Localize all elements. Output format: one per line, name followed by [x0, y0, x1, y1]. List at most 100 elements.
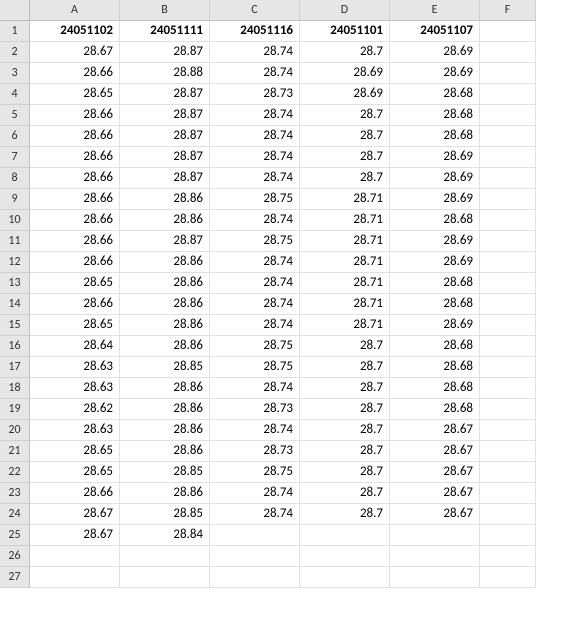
row-header-3[interactable]: 3 [0, 63, 30, 84]
cell-B19[interactable]: 28.86 [120, 399, 210, 420]
cell-D13[interactable]: 28.71 [300, 273, 390, 294]
row-header-6[interactable]: 6 [0, 126, 30, 147]
cell-C11[interactable]: 28.75 [210, 231, 300, 252]
column-header-E[interactable]: E [390, 0, 480, 21]
cell-F12[interactable] [480, 252, 536, 273]
cell-B10[interactable]: 28.86 [120, 210, 210, 231]
spreadsheet-grid[interactable]: ABCDEF1240511022405111124051116240511012… [0, 0, 576, 588]
column-header-C[interactable]: C [210, 0, 300, 21]
cell-E20[interactable]: 28.67 [390, 420, 480, 441]
cell-C21[interactable]: 28.73 [210, 441, 300, 462]
cell-F9[interactable] [480, 189, 536, 210]
cell-C25[interactable] [210, 525, 300, 546]
cell-A27[interactable] [30, 567, 120, 588]
cell-D25[interactable] [300, 525, 390, 546]
cell-B9[interactable]: 28.86 [120, 189, 210, 210]
row-header-18[interactable]: 18 [0, 378, 30, 399]
cell-E2[interactable]: 28.69 [390, 42, 480, 63]
cell-C26[interactable] [210, 546, 300, 567]
cell-D1[interactable]: 24051101 [300, 21, 390, 42]
cell-F5[interactable] [480, 105, 536, 126]
cell-E4[interactable]: 28.68 [390, 84, 480, 105]
cell-E14[interactable]: 28.68 [390, 294, 480, 315]
cell-C22[interactable]: 28.75 [210, 462, 300, 483]
cell-E6[interactable]: 28.68 [390, 126, 480, 147]
cell-A3[interactable]: 28.66 [30, 63, 120, 84]
cell-C9[interactable]: 28.75 [210, 189, 300, 210]
cell-B14[interactable]: 28.86 [120, 294, 210, 315]
cell-C23[interactable]: 28.74 [210, 483, 300, 504]
row-header-25[interactable]: 25 [0, 525, 30, 546]
row-header-22[interactable]: 22 [0, 462, 30, 483]
cell-C17[interactable]: 28.75 [210, 357, 300, 378]
column-header-D[interactable]: D [300, 0, 390, 21]
cell-D7[interactable]: 28.7 [300, 147, 390, 168]
cell-B16[interactable]: 28.86 [120, 336, 210, 357]
cell-A12[interactable]: 28.66 [30, 252, 120, 273]
cell-D19[interactable]: 28.7 [300, 399, 390, 420]
cell-A1[interactable]: 24051102 [30, 21, 120, 42]
cell-A7[interactable]: 28.66 [30, 147, 120, 168]
row-header-4[interactable]: 4 [0, 84, 30, 105]
row-header-1[interactable]: 1 [0, 21, 30, 42]
cell-F11[interactable] [480, 231, 536, 252]
cell-F25[interactable] [480, 525, 536, 546]
cell-B1[interactable]: 24051111 [120, 21, 210, 42]
cell-B12[interactable]: 28.86 [120, 252, 210, 273]
cell-F6[interactable] [480, 126, 536, 147]
cell-E16[interactable]: 28.68 [390, 336, 480, 357]
cell-A21[interactable]: 28.65 [30, 441, 120, 462]
cell-A2[interactable]: 28.67 [30, 42, 120, 63]
cell-C1[interactable]: 24051116 [210, 21, 300, 42]
cell-F22[interactable] [480, 462, 536, 483]
cell-E17[interactable]: 28.68 [390, 357, 480, 378]
cell-A11[interactable]: 28.66 [30, 231, 120, 252]
cell-E11[interactable]: 28.69 [390, 231, 480, 252]
cell-B11[interactable]: 28.87 [120, 231, 210, 252]
row-header-8[interactable]: 8 [0, 168, 30, 189]
cell-D2[interactable]: 28.7 [300, 42, 390, 63]
cell-E26[interactable] [390, 546, 480, 567]
column-header-F[interactable]: F [480, 0, 536, 21]
cell-F15[interactable] [480, 315, 536, 336]
row-header-16[interactable]: 16 [0, 336, 30, 357]
cell-A25[interactable]: 28.67 [30, 525, 120, 546]
cell-E24[interactable]: 28.67 [390, 504, 480, 525]
cell-E7[interactable]: 28.69 [390, 147, 480, 168]
cell-C24[interactable]: 28.74 [210, 504, 300, 525]
cell-E23[interactable]: 28.67 [390, 483, 480, 504]
cell-C13[interactable]: 28.74 [210, 273, 300, 294]
cell-A8[interactable]: 28.66 [30, 168, 120, 189]
column-header-B[interactable]: B [120, 0, 210, 21]
column-header-A[interactable]: A [30, 0, 120, 21]
row-header-21[interactable]: 21 [0, 441, 30, 462]
cell-E8[interactable]: 28.69 [390, 168, 480, 189]
cell-A24[interactable]: 28.67 [30, 504, 120, 525]
cell-D8[interactable]: 28.7 [300, 168, 390, 189]
cell-B17[interactable]: 28.85 [120, 357, 210, 378]
cell-C3[interactable]: 28.74 [210, 63, 300, 84]
cell-B24[interactable]: 28.85 [120, 504, 210, 525]
cell-B4[interactable]: 28.87 [120, 84, 210, 105]
cell-E9[interactable]: 28.69 [390, 189, 480, 210]
cell-B7[interactable]: 28.87 [120, 147, 210, 168]
cell-E19[interactable]: 28.68 [390, 399, 480, 420]
cell-C7[interactable]: 28.74 [210, 147, 300, 168]
cell-F4[interactable] [480, 84, 536, 105]
cell-D10[interactable]: 28.71 [300, 210, 390, 231]
row-header-27[interactable]: 27 [0, 567, 30, 588]
cell-A22[interactable]: 28.65 [30, 462, 120, 483]
row-header-2[interactable]: 2 [0, 42, 30, 63]
cell-D16[interactable]: 28.7 [300, 336, 390, 357]
cell-D14[interactable]: 28.71 [300, 294, 390, 315]
cell-F7[interactable] [480, 147, 536, 168]
row-header-14[interactable]: 14 [0, 294, 30, 315]
cell-D21[interactable]: 28.7 [300, 441, 390, 462]
cell-B8[interactable]: 28.87 [120, 168, 210, 189]
cell-A6[interactable]: 28.66 [30, 126, 120, 147]
cell-E22[interactable]: 28.67 [390, 462, 480, 483]
cell-D17[interactable]: 28.7 [300, 357, 390, 378]
cell-A26[interactable] [30, 546, 120, 567]
cell-A17[interactable]: 28.63 [30, 357, 120, 378]
cell-D23[interactable]: 28.7 [300, 483, 390, 504]
